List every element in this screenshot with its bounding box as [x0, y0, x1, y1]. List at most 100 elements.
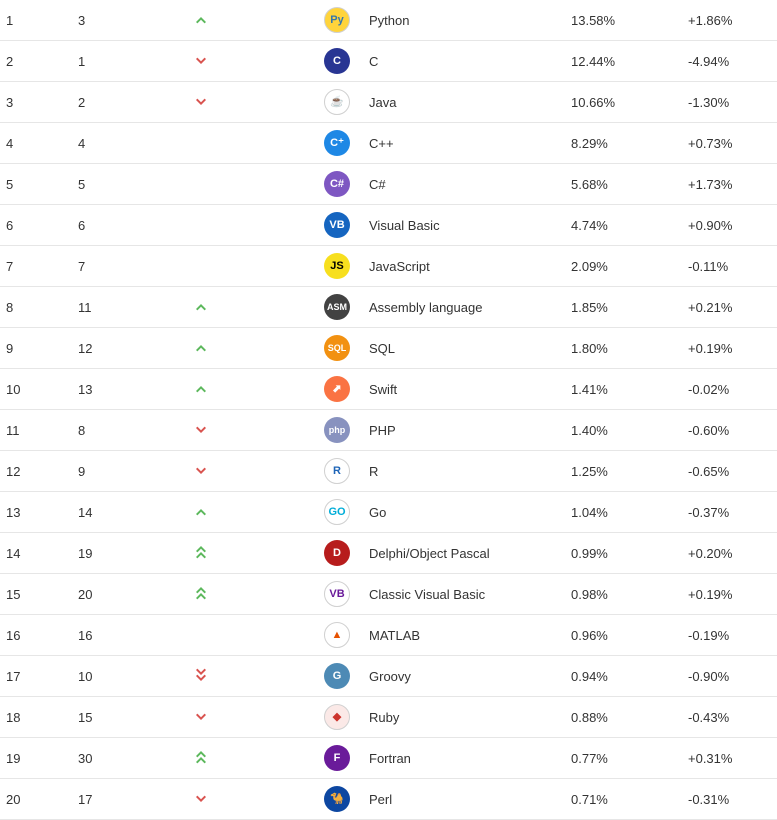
language-name-cell: PHP: [363, 410, 565, 451]
language-icon-cell: ⬈: [311, 369, 363, 410]
language-name-cell: Delphi/Object Pascal: [363, 533, 565, 574]
language-name-cell: Fortran: [363, 738, 565, 779]
rank-cell: 1: [0, 0, 72, 41]
rank-cell: 7: [0, 246, 72, 287]
rating-cell: 2.09%: [565, 246, 682, 287]
rating-cell: 0.98%: [565, 574, 682, 615]
double-chevron-up-icon: [195, 544, 207, 560]
language-name-cell: MATLAB: [363, 615, 565, 656]
language-icon-cell: R: [311, 451, 363, 492]
chevron-up-icon: [195, 343, 207, 353]
language-icon-cell: ☕: [311, 82, 363, 123]
delta-cell: +0.31%: [682, 738, 777, 779]
language-name-cell: C++: [363, 123, 565, 164]
change-cell: [189, 328, 311, 369]
language-icon-cell: VB: [311, 205, 363, 246]
language-icon: ▲: [324, 622, 350, 648]
table-row: 32☕Java10.66%-1.30%: [0, 82, 777, 123]
language-icon-cell: GO: [311, 492, 363, 533]
rating-cell: 0.99%: [565, 533, 682, 574]
rank-cell: 16: [0, 615, 72, 656]
change-cell: [189, 615, 311, 656]
chevron-down-icon: [195, 97, 207, 107]
language-icon: ⬈: [324, 376, 350, 402]
double-chevron-up-icon: [195, 585, 207, 601]
table-row: 44C⁺C++8.29%+0.73%: [0, 123, 777, 164]
chevron-up-icon: [195, 15, 207, 25]
language-icon: C#: [324, 171, 350, 197]
delta-cell: +1.73%: [682, 164, 777, 205]
change-cell: [189, 246, 311, 287]
language-icon: C: [324, 48, 350, 74]
delta-cell: +0.20%: [682, 533, 777, 574]
language-icon-cell: 🐪: [311, 779, 363, 820]
delta-cell: +0.21%: [682, 287, 777, 328]
change-cell: [189, 697, 311, 738]
rank-cell: 12: [0, 451, 72, 492]
rank-cell: 11: [0, 410, 72, 451]
language-icon-cell: VB: [311, 574, 363, 615]
change-cell: [189, 287, 311, 328]
prev-rank-cell: 4: [72, 123, 189, 164]
table-row: 1419DDelphi/Object Pascal0.99%+0.20%: [0, 533, 777, 574]
delta-cell: -0.65%: [682, 451, 777, 492]
language-icon: VB: [324, 212, 350, 238]
language-icon-cell: D: [311, 533, 363, 574]
rating-cell: 12.44%: [565, 41, 682, 82]
prev-rank-cell: 6: [72, 205, 189, 246]
language-icon-cell: C#: [311, 164, 363, 205]
language-icon-cell: Py: [311, 0, 363, 41]
chevron-up-icon: [195, 384, 207, 394]
rating-cell: 0.96%: [565, 615, 682, 656]
double-chevron-down-icon: [195, 667, 207, 683]
table-row: 1815◆Ruby0.88%-0.43%: [0, 697, 777, 738]
language-icon: SQL: [324, 335, 350, 361]
prev-rank-cell: 15: [72, 697, 189, 738]
change-cell: [189, 164, 311, 205]
rank-cell: 9: [0, 328, 72, 369]
table-row: 129RR1.25%-0.65%: [0, 451, 777, 492]
language-name-cell: Python: [363, 0, 565, 41]
delta-cell: -0.02%: [682, 369, 777, 410]
chevron-down-icon: [195, 466, 207, 476]
delta-cell: -0.43%: [682, 697, 777, 738]
rating-cell: 1.04%: [565, 492, 682, 533]
language-name-cell: Assembly language: [363, 287, 565, 328]
delta-cell: -0.60%: [682, 410, 777, 451]
rank-cell: 18: [0, 697, 72, 738]
prev-rank-cell: 20: [72, 574, 189, 615]
delta-cell: -4.94%: [682, 41, 777, 82]
language-name-cell: R: [363, 451, 565, 492]
change-cell: [189, 123, 311, 164]
language-icon: ◆: [324, 704, 350, 730]
language-icon: C⁺: [324, 130, 350, 156]
table-row: 912SQLSQL1.80%+0.19%: [0, 328, 777, 369]
rank-cell: 5: [0, 164, 72, 205]
table-row: 1616▲MATLAB0.96%-0.19%: [0, 615, 777, 656]
delta-cell: +0.19%: [682, 574, 777, 615]
prev-rank-cell: 30: [72, 738, 189, 779]
language-icon: R: [324, 458, 350, 484]
delta-cell: -0.37%: [682, 492, 777, 533]
language-name-cell: Visual Basic: [363, 205, 565, 246]
prev-rank-cell: 13: [72, 369, 189, 410]
rank-cell: 6: [0, 205, 72, 246]
language-icon-cell: JS: [311, 246, 363, 287]
change-cell: [189, 451, 311, 492]
language-icon-cell: php: [311, 410, 363, 451]
table-row: 1314GOGo1.04%-0.37%: [0, 492, 777, 533]
language-icon: ASM: [324, 294, 350, 320]
delta-cell: +0.90%: [682, 205, 777, 246]
language-icon-cell: ▲: [311, 615, 363, 656]
prev-rank-cell: 14: [72, 492, 189, 533]
chevron-down-icon: [195, 425, 207, 435]
prev-rank-cell: 9: [72, 451, 189, 492]
rating-cell: 8.29%: [565, 123, 682, 164]
prev-rank-cell: 11: [72, 287, 189, 328]
rating-cell: 0.94%: [565, 656, 682, 697]
change-cell: [189, 410, 311, 451]
language-icon-cell: F: [311, 738, 363, 779]
table-row: 55C#C#5.68%+1.73%: [0, 164, 777, 205]
language-name-cell: Swift: [363, 369, 565, 410]
rank-cell: 13: [0, 492, 72, 533]
